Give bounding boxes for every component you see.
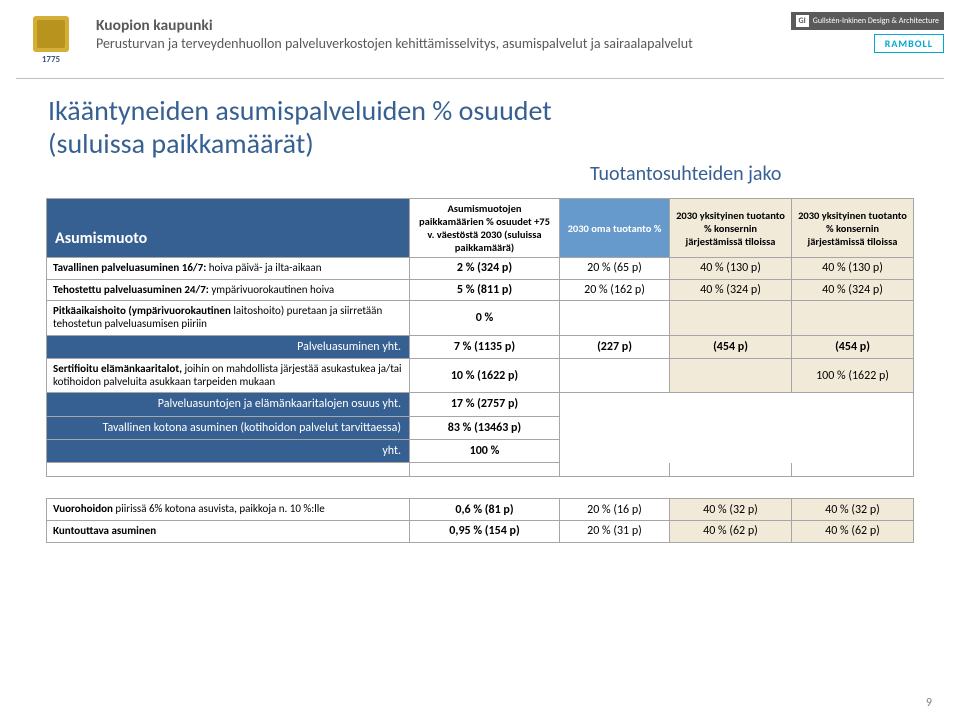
gi-logo-mark: GI: [796, 15, 809, 27]
spacer-cell: [670, 463, 792, 477]
table-wrap: Asumismuoto Asumismuotojen paikkamäärien…: [46, 198, 914, 543]
spacer-cell: [410, 463, 560, 477]
th-yks1: 2030 yksityinen tuotanto % konsernin jär…: [670, 199, 792, 258]
row-label: Kuntouttava asuminen: [47, 521, 410, 543]
page-number: 9: [926, 696, 932, 710]
cell-paik: 0,6 % (81 p): [410, 499, 560, 521]
table-row: yht.100 %: [47, 440, 914, 463]
table-row: Tavallinen palveluasuminen 16/7: hoiva p…: [47, 258, 914, 280]
cell-paik: 10 % (1622 p): [410, 358, 560, 392]
table-row: Tehostettu palveluasuminen 24/7: ympäriv…: [47, 279, 914, 301]
cell-oma: 20 % (31 p): [560, 521, 670, 543]
cell-empty: [560, 393, 670, 416]
cell-yks2: 40 % (324 p): [792, 279, 914, 301]
cell-oma: (227 p): [560, 335, 670, 358]
gi-logo: GI Gullstén-Inkinen Design & Architectur…: [791, 12, 944, 30]
table-row: Sertifioitu elämänkaaritalot, joihin on …: [47, 358, 914, 392]
cell-empty: [792, 393, 914, 416]
cell-yks1: 40 % (324 p): [670, 279, 792, 301]
kuopio-logo: 1775: [16, 12, 86, 68]
row-label: Pitkäaikaishoito (ympärivuorokautinen la…: [47, 301, 410, 335]
cell-yks2: 100 % (1622 p): [792, 358, 914, 392]
th-paik: Asumismuotojen paikkamäärien % osuudet +…: [410, 199, 560, 258]
cell-yks1: [670, 301, 792, 335]
cell-empty: [670, 393, 792, 416]
header-divider: [16, 78, 944, 79]
table-row: Kuntouttava asuminen 0,95 % (154 p)20 % …: [47, 521, 914, 543]
table-row: Pitkäaikaishoito (ympärivuorokautinen la…: [47, 301, 914, 335]
cell-oma: 20 % (162 p): [560, 279, 670, 301]
cell-yks1: [670, 358, 792, 392]
cell-yks1: 40 % (32 p): [670, 499, 792, 521]
title-block: Ikääntyneiden asumispalveluiden % osuude…: [48, 94, 552, 160]
spacer-row: [47, 463, 914, 477]
row-label: yht.: [47, 440, 410, 463]
table-header-row: Asumismuoto Asumismuotojen paikkamäärien…: [47, 199, 914, 258]
cell-yks2: [792, 301, 914, 335]
cell-yks1: (454 p): [670, 335, 792, 358]
cell-empty: [792, 416, 914, 439]
main-table: Asumismuoto Asumismuotojen paikkamäärien…: [46, 198, 914, 543]
th-oma: 2030 oma tuotanto %: [560, 199, 670, 258]
cell-yks2: 40 % (130 p): [792, 258, 914, 280]
cell-paik: 0 %: [410, 301, 560, 335]
cell-paik: 7 % (1135 p): [410, 335, 560, 358]
page-header: 1775 Kuopion kaupunki Perusturvan ja ter…: [16, 12, 944, 68]
spacer-cell: [47, 463, 410, 477]
header-left: 1775 Kuopion kaupunki Perusturvan ja ter…: [16, 12, 693, 68]
ratio-label: Tuotantosuhteiden jako: [590, 162, 781, 186]
row-label: Tavallinen kotona asuminen (kotihoidon p…: [47, 416, 410, 439]
cell-empty: [560, 416, 670, 439]
th-asumismuoto: Asumismuoto: [47, 199, 410, 258]
title-line1: Ikääntyneiden asumispalveluiden % osuude…: [48, 94, 552, 127]
row-label: Vuorohoidon piirissä 6% kotona asuvista,…: [47, 499, 410, 521]
row-label: Palveluasuminen yht.: [47, 335, 410, 358]
cell-yks1: 40 % (130 p): [670, 258, 792, 280]
cell-paik: 5 % (811 p): [410, 279, 560, 301]
table-row: Palveluasuminen yht.7 % (1135 p)(227 p)(…: [47, 335, 914, 358]
spacer-cell: [792, 463, 914, 477]
crest-icon: [33, 16, 69, 52]
cell-empty: [670, 440, 792, 463]
cell-yks2: 40 % (32 p): [792, 499, 914, 521]
header-text: Kuopion kaupunki Perusturvan ja terveyde…: [96, 16, 693, 52]
cell-empty: [560, 440, 670, 463]
cell-paik: 17 % (2757 p): [410, 393, 560, 416]
cell-oma: 20 % (65 p): [560, 258, 670, 280]
logo-year: 1775: [42, 54, 60, 65]
title-line2: (suluissa paikkamäärät): [48, 127, 552, 160]
cell-yks2: (454 p): [792, 335, 914, 358]
table-row: Vuorohoidon piirissä 6% kotona asuvista,…: [47, 499, 914, 521]
gi-logo-text: Gullstén-Inkinen Design & Architecture: [813, 16, 939, 26]
header-sub: Perusturvan ja terveydenhuollon palveluv…: [96, 35, 693, 52]
row-label: Palveluasuntojen ja elämänkaaritalojen o…: [47, 393, 410, 416]
ramboll-logo: RAMBOLL: [874, 34, 944, 53]
cell-oma: 20 % (16 p): [560, 499, 670, 521]
cell-paik: 0,95 % (154 p): [410, 521, 560, 543]
cell-paik: 100 %: [410, 440, 560, 463]
spacer-cell: [560, 463, 670, 477]
cell-yks1: 40 % (62 p): [670, 521, 792, 543]
table-row: Tavallinen kotona asuminen (kotihoidon p…: [47, 416, 914, 439]
cell-empty: [792, 440, 914, 463]
cell-empty: [670, 416, 792, 439]
table-row: Palveluasuntojen ja elämänkaaritalojen o…: [47, 393, 914, 416]
th-yks2: 2030 yksityinen tuotanto % konsernin jär…: [792, 199, 914, 258]
cell-paik: 2 % (324 p): [410, 258, 560, 280]
header-org: Kuopion kaupunki: [96, 16, 693, 35]
cell-oma: [560, 301, 670, 335]
row-label: Sertifioitu elämänkaaritalot, joihin on …: [47, 358, 410, 392]
row-label: Tehostettu palveluasuminen 24/7: ympäriv…: [47, 279, 410, 301]
cell-paik: 83 % (13463 p): [410, 416, 560, 439]
cell-oma: [560, 358, 670, 392]
gap-row: [47, 477, 914, 499]
cell-yks2: 40 % (62 p): [792, 521, 914, 543]
row-label: Tavallinen palveluasuminen 16/7: hoiva p…: [47, 258, 410, 280]
header-right: GI Gullstén-Inkinen Design & Architectur…: [791, 12, 944, 53]
